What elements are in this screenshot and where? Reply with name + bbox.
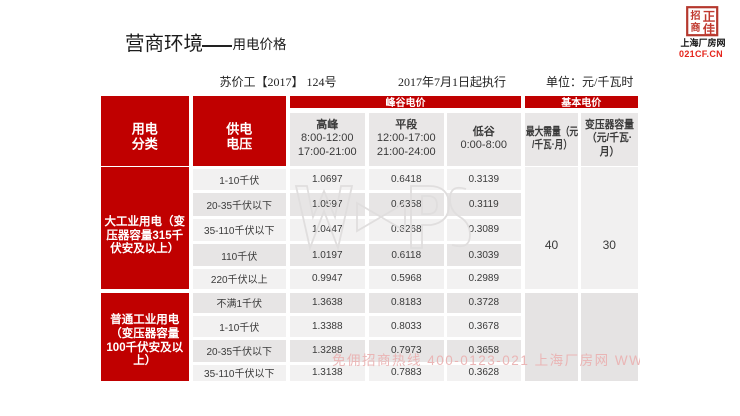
svg-text:招: 招 bbox=[691, 9, 701, 22]
svg-text:佳: 佳 bbox=[703, 22, 716, 37]
svg-text:商: 商 bbox=[691, 21, 701, 34]
svg-text:正: 正 bbox=[703, 10, 716, 24]
